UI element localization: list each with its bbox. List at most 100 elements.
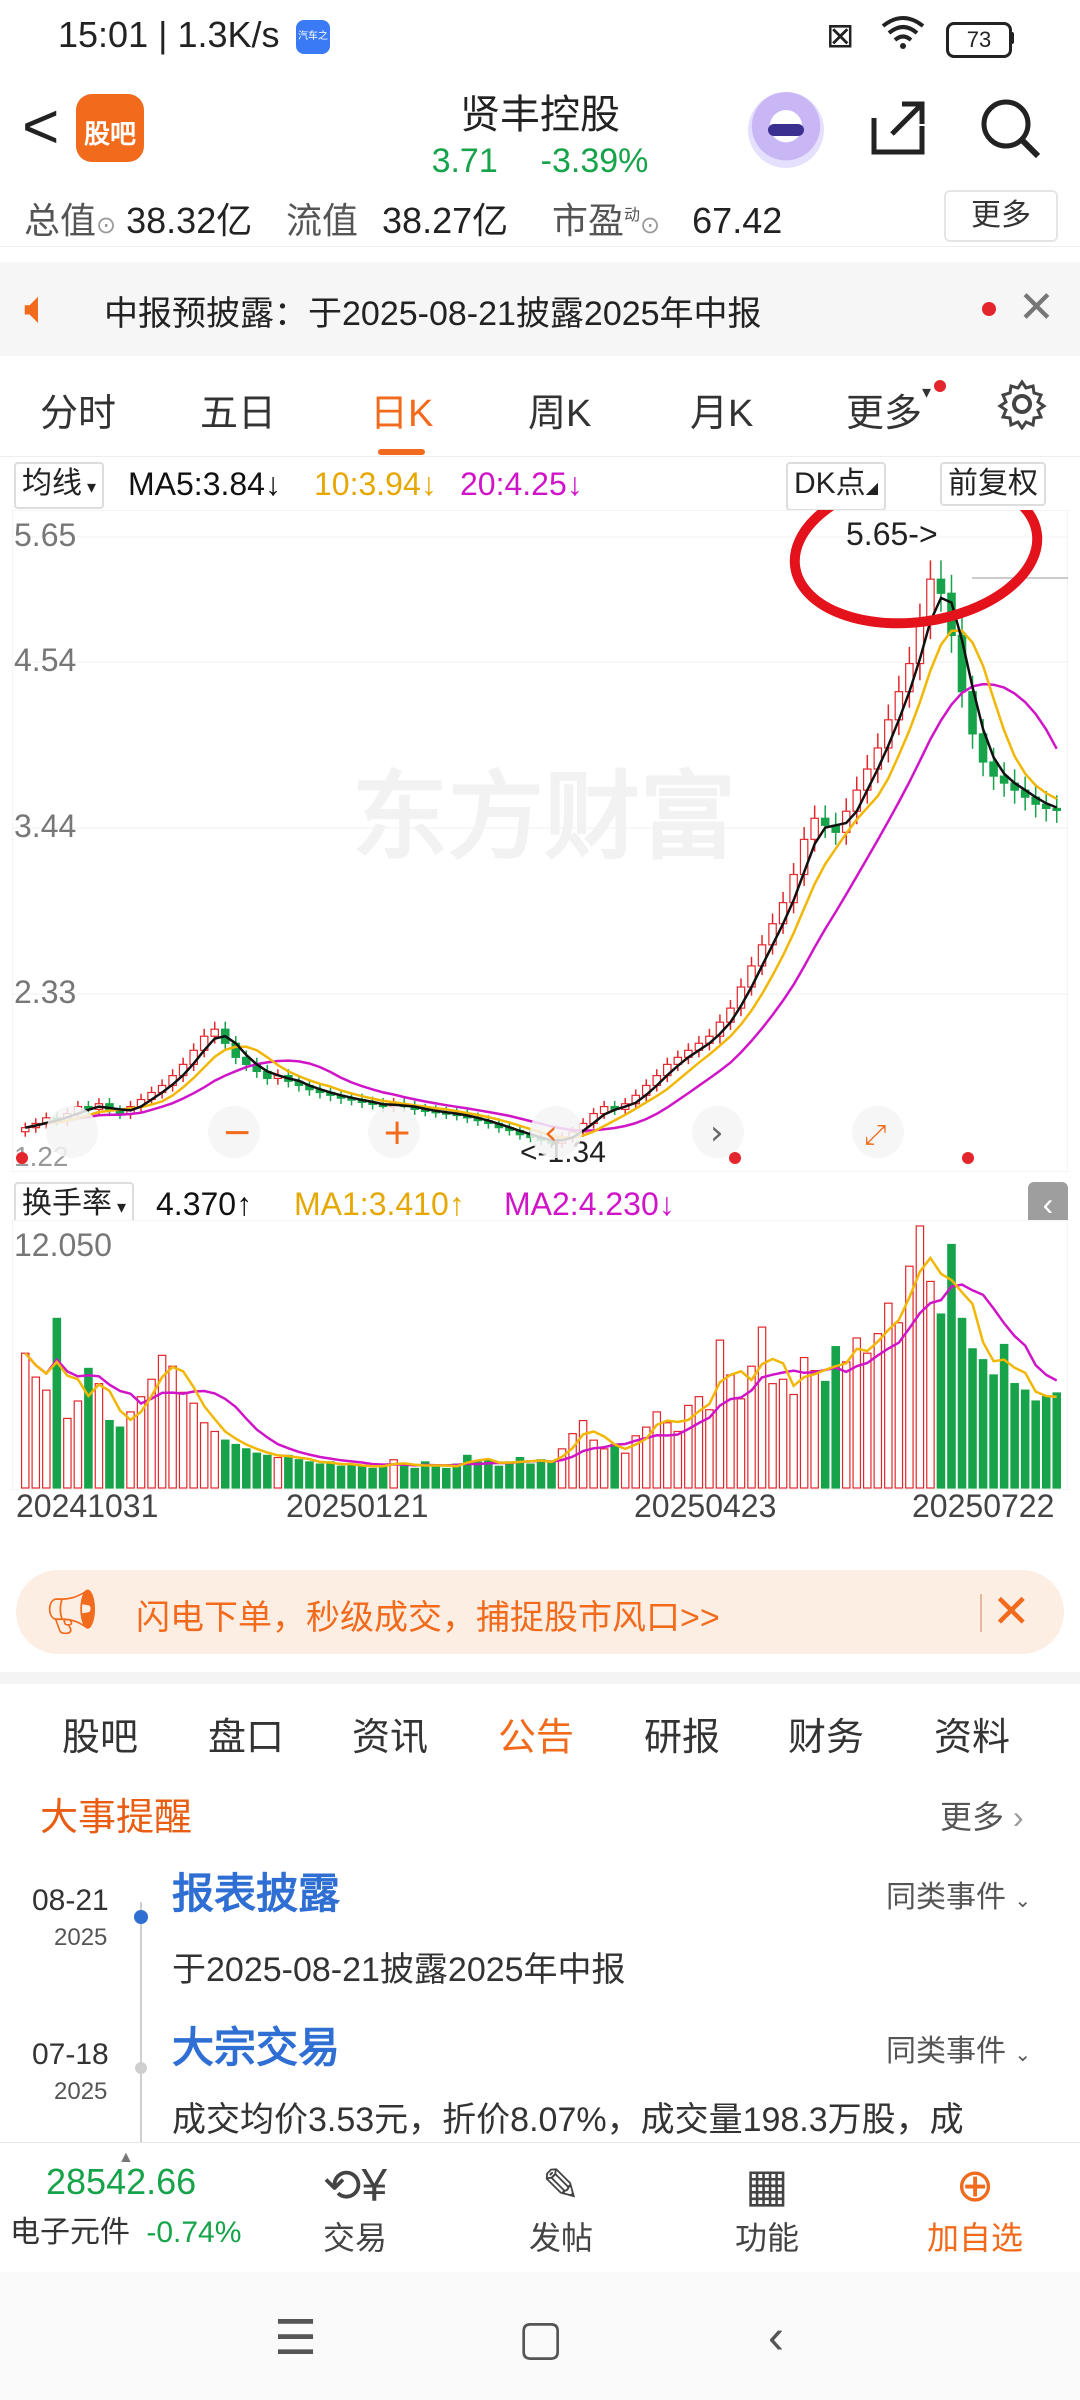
caret-up-icon: ▲ (118, 2149, 134, 2166)
bottom-action-bar: 28542.66 电子元件 -0.74% ▲ ⟲¥ 交易 ✎ 发帖 ▦ 功能 ⊕… (0, 2142, 1080, 2273)
grid-icon: ▦ (745, 2159, 789, 2211)
turnover-bar (694, 1396, 704, 1489)
ai-assistant-icon[interactable] (748, 92, 824, 168)
system-nav-bar: ☰ ▢ ‹ (0, 2272, 1080, 2400)
turnover-bar (368, 1467, 377, 1489)
back-button[interactable]: < (22, 90, 60, 162)
arrow-up-icon: ↑ (236, 1186, 253, 1222)
turnover-bar (452, 1463, 462, 1489)
turnover-ma2: MA2:4.230↓ (504, 1186, 675, 1223)
stock-price-line: 3.71 -3.39% (340, 142, 740, 181)
index-ticker[interactable]: 28542.66 电子元件 -0.74% (10, 2161, 270, 2251)
close-icon[interactable]: ✕ (1018, 283, 1055, 332)
zoom-reset-icon[interactable] (46, 1106, 98, 1158)
tab-intraday[interactable]: 分时 (40, 393, 117, 435)
tab-weekly-k[interactable]: 周K (528, 393, 592, 435)
similar-events-label: 同类事件 (886, 2035, 1006, 2068)
tab-more[interactable]: 更多▾ (846, 382, 931, 437)
turnover-bar (84, 1367, 93, 1489)
info-icon[interactable]: ⊙ (640, 212, 661, 239)
metrics-more-button[interactable]: 更多 (944, 190, 1058, 242)
settings-icon[interactable] (996, 378, 1048, 435)
event-date-year: 2025 (54, 2078, 108, 2105)
close-icon[interactable]: ✕ (992, 1585, 1031, 1637)
restore-select[interactable]: 前复权 (940, 462, 1046, 506)
turnover-bar (410, 1467, 419, 1489)
chevron-down-icon: ◢ (865, 480, 878, 497)
tab-daily-k[interactable]: 日K (370, 382, 433, 455)
search-icon[interactable] (978, 96, 1044, 175)
index-change: -0.74% (146, 2216, 242, 2249)
tab-five-day[interactable]: 五日 (200, 393, 277, 435)
turnover-bar (273, 1456, 283, 1489)
tab-guba[interactable]: 股吧 (62, 1717, 139, 1759)
scroll-left-icon[interactable] (530, 1106, 582, 1158)
add-watchlist-label: 加自选 (926, 2220, 1023, 2256)
share-icon[interactable] (866, 96, 930, 173)
event-date: 08-21 2025 (32, 1884, 109, 1952)
guba-logo[interactable]: 股吧 (76, 94, 144, 162)
similar-events-button[interactable]: 同类事件 ⌄ (886, 2026, 1031, 2070)
zoom-out-icon[interactable] (208, 1106, 260, 1158)
tab-finance[interactable]: 财务 (788, 1717, 865, 1759)
turnover-bar (547, 1461, 556, 1489)
event-name[interactable]: 报表披露 (172, 1870, 341, 1917)
candle (999, 775, 1009, 784)
ma10-value: 10:3.94↓ (314, 466, 437, 503)
turnover-bar (199, 1422, 209, 1489)
functions-button[interactable]: ▦ 功能 (692, 2157, 842, 2259)
tab-orderbook[interactable]: 盘口 (208, 1717, 285, 1759)
add-watchlist-button[interactable]: ⊕ 加自选 (900, 2157, 1050, 2259)
turnover-bar (757, 1326, 767, 1489)
edit-icon: ✎ (541, 2159, 581, 2211)
turnover-bar (463, 1454, 472, 1489)
tab-research[interactable]: 研报 (644, 1717, 721, 1759)
notice-bar[interactable]: 🔈︎ 中报预披露：于2025-08-21披露2025年中报 ✕ (0, 262, 1080, 356)
turnover-bar (357, 1465, 367, 1489)
turnover-bar (389, 1459, 398, 1489)
trade-button[interactable]: ⟲¥ 交易 (280, 2157, 430, 2259)
kline-chart[interactable]: 东方财富 5.65 4.54 3.44 2.33 1.22 5.65-> <-1… (12, 510, 1068, 1172)
promo-banner[interactable]: 📢︎ 闪电下单，秒级成交，捕捉股市风口>> ✕ (16, 1570, 1064, 1654)
menu-icon[interactable]: ☰ (274, 2312, 318, 2365)
turnover-bar (252, 1452, 262, 1489)
dk-select[interactable]: DK点◢ (786, 462, 886, 511)
total-value: 38.32亿 (126, 200, 253, 241)
minus-glyph: − (222, 1112, 252, 1153)
fullscreen-icon[interactable] (852, 1106, 904, 1158)
tab-profile[interactable]: 资料 (934, 1717, 1011, 1759)
ma5-text: MA5:3.84 (128, 466, 265, 502)
tab-announcements[interactable]: 公告 (498, 1706, 574, 1777)
events-more-link[interactable]: 更多 › (940, 1792, 1024, 1838)
zoom-in-icon[interactable] (368, 1106, 420, 1158)
turnover-chart[interactable]: 12.050 (12, 1220, 1068, 1490)
turnover-bar (263, 1454, 272, 1489)
similar-events-button[interactable]: 同类事件 ⌄ (886, 1872, 1031, 1916)
candle (820, 817, 830, 826)
turnover-bar (210, 1430, 220, 1489)
marker-dot (729, 1152, 741, 1164)
turnover-bar (347, 1463, 356, 1489)
promo-text[interactable]: 闪电下单，秒级成交，捕捉股市风口>> (136, 1599, 720, 1637)
tab-news[interactable]: 资讯 (352, 1717, 429, 1759)
chevron-down-icon: ▾ (82, 477, 97, 497)
float-value: 38.27亿 (382, 200, 509, 241)
ma-select[interactable]: 均线 ▾ (14, 462, 105, 509)
marker-dot (16, 1152, 28, 1164)
stock-header: < 股吧 贤丰控股 3.71 -3.39% (0, 76, 1080, 186)
tab-monthly-k[interactable]: 月K (690, 393, 754, 435)
event-name[interactable]: 大宗交易 (172, 2024, 341, 2071)
turnover-bar (778, 1378, 788, 1489)
turnover-bar (115, 1426, 125, 1489)
back-nav-icon[interactable]: ‹ (768, 2311, 784, 2364)
turnover-select[interactable]: 换手率 ▾ (14, 1182, 135, 1229)
turnover-bar (399, 1465, 409, 1489)
info-icon[interactable]: ⊙ (96, 212, 117, 239)
post-button[interactable]: ✎ 发帖 (486, 2157, 636, 2259)
candle (115, 1110, 125, 1115)
major-events: 大事提醒 更多 › 08-21 2025 报表披露 同类事件 ⌄ 于2025-0… (0, 1762, 1080, 2142)
scroll-right-icon[interactable] (692, 1106, 744, 1158)
y-tick-label: 4.54 (14, 642, 76, 678)
notice-text[interactable]: 中报预披露：于2025-08-21披露2025年中报 (104, 295, 762, 333)
home-icon[interactable]: ▢ (518, 2312, 564, 2365)
